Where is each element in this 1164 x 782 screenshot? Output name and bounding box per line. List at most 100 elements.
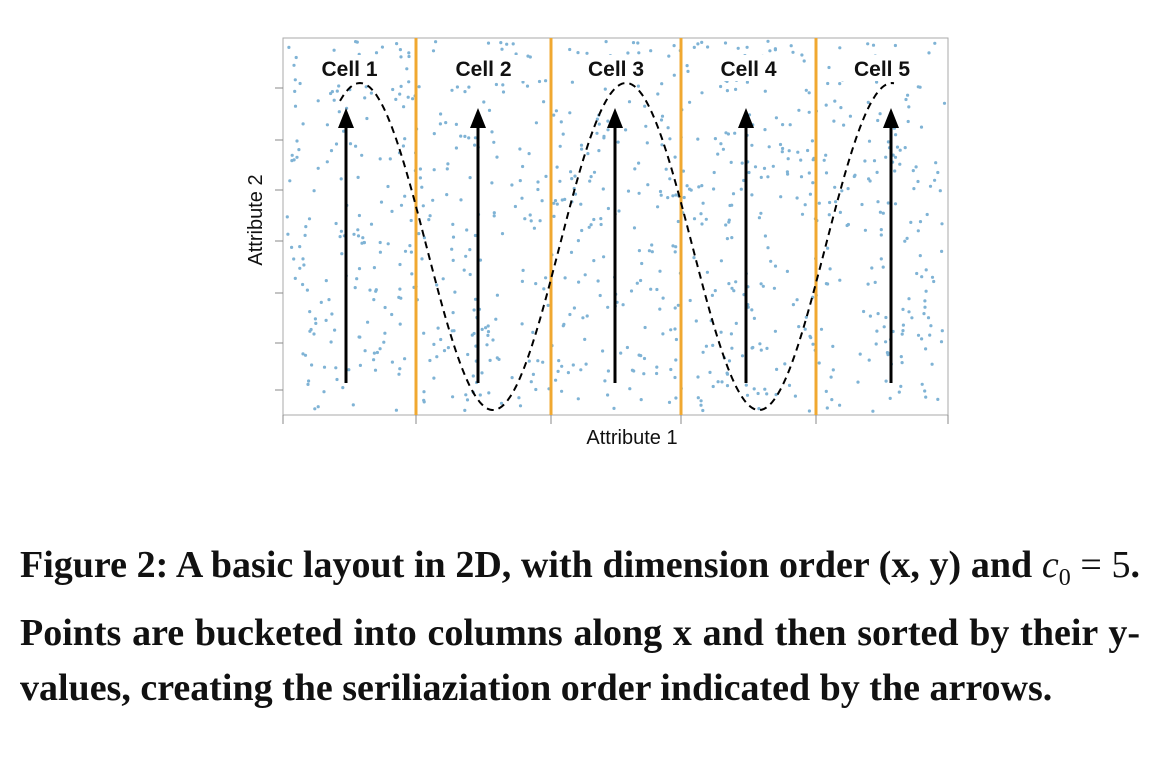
- data-point: [595, 117, 600, 121]
- data-point: [688, 298, 692, 303]
- data-point: [699, 399, 703, 403]
- data-point: [544, 276, 548, 280]
- data-point: [762, 166, 767, 170]
- data-point: [398, 367, 402, 371]
- data-point: [432, 168, 436, 172]
- data-point: [664, 167, 668, 171]
- data-point: [372, 358, 376, 362]
- data-point: [808, 334, 812, 338]
- data-point: [297, 148, 301, 152]
- data-point: [604, 40, 608, 44]
- data-point: [911, 169, 915, 173]
- axis-ticks: [275, 87, 949, 424]
- data-point: [868, 314, 873, 318]
- data-point: [599, 217, 603, 221]
- data-point: [870, 266, 874, 270]
- data-point: [394, 97, 398, 101]
- data-point: [884, 340, 888, 344]
- data-point: [436, 326, 440, 330]
- data-point: [383, 331, 387, 335]
- cell-label: Cell 5: [854, 58, 910, 81]
- data-point: [518, 404, 523, 408]
- data-point: [319, 300, 323, 304]
- data-point: [839, 106, 843, 110]
- data-point: [673, 155, 677, 159]
- data-point: [807, 110, 811, 114]
- data-point: [643, 104, 647, 108]
- data-point: [658, 307, 662, 311]
- data-point: [706, 45, 710, 49]
- data-point: [904, 97, 908, 102]
- data-point: [795, 298, 799, 302]
- data-point: [727, 282, 731, 286]
- data-point: [765, 392, 769, 396]
- data-point: [916, 85, 920, 89]
- data-point: [918, 254, 922, 258]
- cell-label: Cell 4: [720, 58, 776, 81]
- data-point: [573, 174, 577, 178]
- data-point: [558, 179, 562, 183]
- data-point: [372, 266, 376, 270]
- data-point: [471, 374, 475, 378]
- data-point: [901, 329, 905, 333]
- cell-dividers: [414, 38, 818, 415]
- data-point: [403, 194, 407, 198]
- data-point: [901, 323, 906, 327]
- data-point: [383, 305, 387, 310]
- data-point: [560, 198, 564, 202]
- data-point: [928, 184, 933, 188]
- caption-math-num: 5: [1111, 544, 1131, 586]
- data-point: [378, 347, 382, 351]
- data-point: [642, 372, 646, 376]
- data-point: [637, 191, 641, 195]
- data-point: [581, 316, 585, 320]
- data-point: [403, 137, 407, 141]
- data-point: [390, 312, 394, 317]
- data-point: [499, 41, 503, 45]
- data-point: [924, 268, 928, 272]
- data-point: [915, 271, 919, 276]
- data-point: [819, 327, 824, 331]
- data-point: [924, 289, 928, 293]
- data-point: [356, 228, 360, 232]
- data-point: [878, 210, 883, 214]
- data-point: [893, 169, 897, 173]
- data-point: [674, 358, 678, 362]
- arrow-head: [338, 108, 354, 128]
- data-point: [745, 393, 750, 397]
- data-point: [462, 268, 466, 272]
- data-point: [879, 257, 883, 261]
- data-point: [337, 84, 341, 88]
- data-point: [409, 250, 413, 254]
- data-point: [390, 209, 394, 213]
- data-point: [338, 235, 342, 239]
- data-point: [451, 222, 455, 226]
- data-point: [451, 235, 456, 239]
- data-point: [313, 407, 317, 411]
- data-point: [903, 146, 907, 150]
- data-point: [298, 81, 302, 86]
- data-point: [637, 161, 641, 165]
- data-point: [920, 382, 924, 386]
- caption-math-var: c: [1041, 544, 1059, 586]
- data-point: [828, 267, 832, 271]
- data-point: [542, 100, 546, 104]
- data-point: [612, 406, 616, 410]
- data-point: [669, 367, 673, 372]
- data-point: [420, 185, 424, 189]
- data-point: [674, 337, 679, 342]
- data-point: [916, 229, 920, 233]
- data-point: [534, 282, 538, 286]
- data-point: [287, 45, 291, 50]
- data-point: [868, 179, 872, 183]
- data-point: [895, 145, 900, 149]
- data-point: [399, 203, 404, 207]
- data-point: [699, 403, 703, 407]
- data-point: [531, 330, 535, 334]
- data-point: [667, 54, 671, 58]
- data-point: [817, 201, 821, 205]
- data-point: [576, 51, 580, 55]
- data-point: [394, 408, 398, 412]
- data-point: [725, 384, 730, 388]
- data-point: [406, 95, 410, 99]
